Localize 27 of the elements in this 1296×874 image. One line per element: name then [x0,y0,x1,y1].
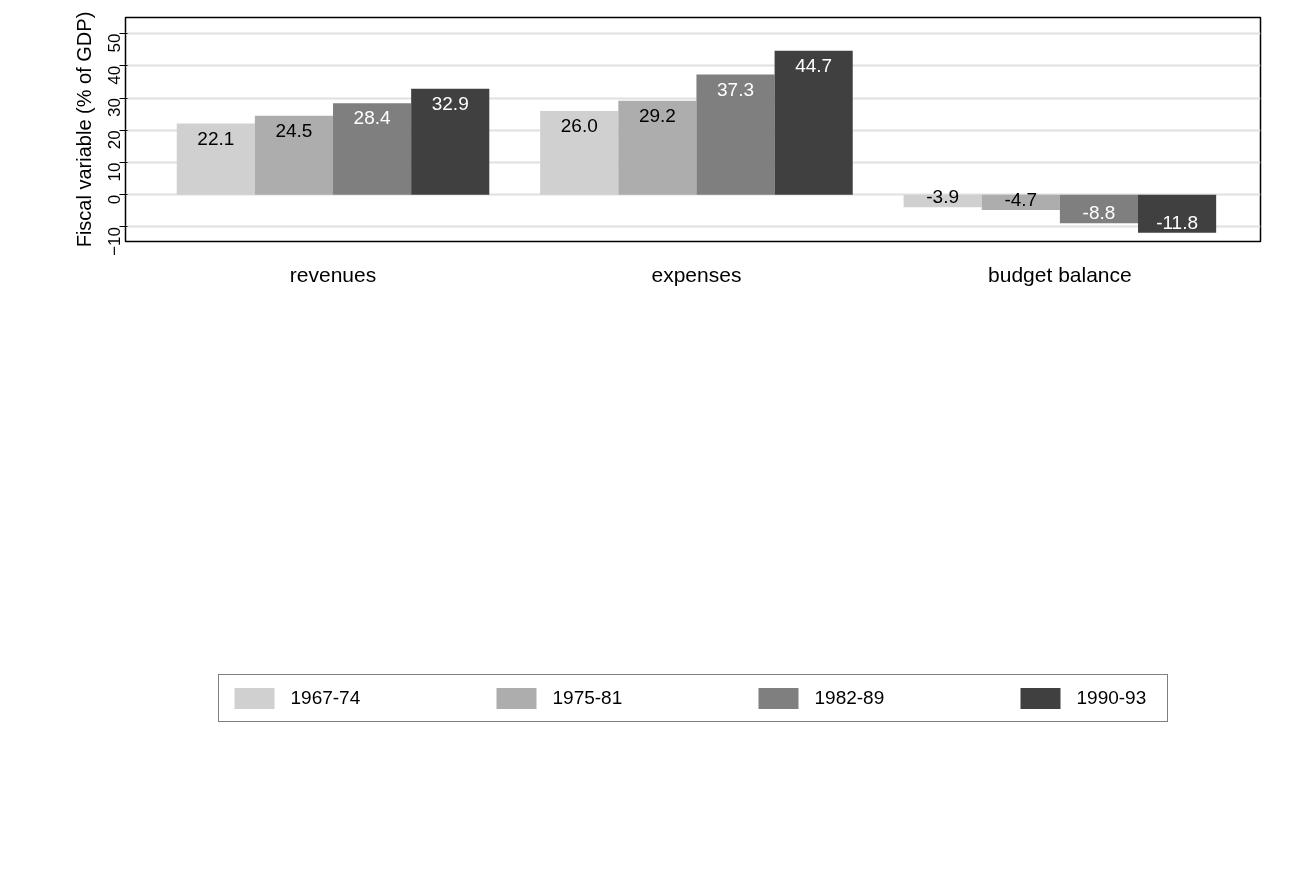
y-tick-label: 30 [105,98,125,117]
data-label: -3.9 [926,186,960,208]
x-tick-label: budget balance [988,262,1132,286]
legend-label: 1967-74 [290,686,362,709]
data-label: 37.3 [717,78,755,100]
legend-label: 1982-89 [814,686,886,709]
data-label: 32.9 [431,92,469,114]
y-tick-label: 10 [105,162,125,182]
y-tick-label: −10 [105,226,125,256]
data-label: 22.1 [197,127,235,149]
data-label: 29.2 [638,104,676,126]
legend-label: 1990-93 [1076,686,1148,709]
y-tick-label: 40 [105,65,125,85]
data-label: -4.7 [1004,188,1038,210]
data-label: 24.5 [275,119,313,141]
data-label: -8.8 [1082,202,1116,224]
y-tick-label: 20 [105,130,125,150]
x-tick-label: expenses [651,262,742,286]
y-tick-label: 50 [105,33,125,53]
x-tick-label: revenues [289,262,377,286]
data-label: 44.7 [795,54,833,76]
legend-label: 1975-81 [552,686,624,709]
y-axis-title: Fiscal variable (% of GDP) [72,11,95,248]
data-label: 26.0 [560,114,598,136]
data-label: 28.4 [353,107,392,129]
y-tick-label: 0 [105,194,125,205]
data-label: -11.8 [1156,211,1199,233]
